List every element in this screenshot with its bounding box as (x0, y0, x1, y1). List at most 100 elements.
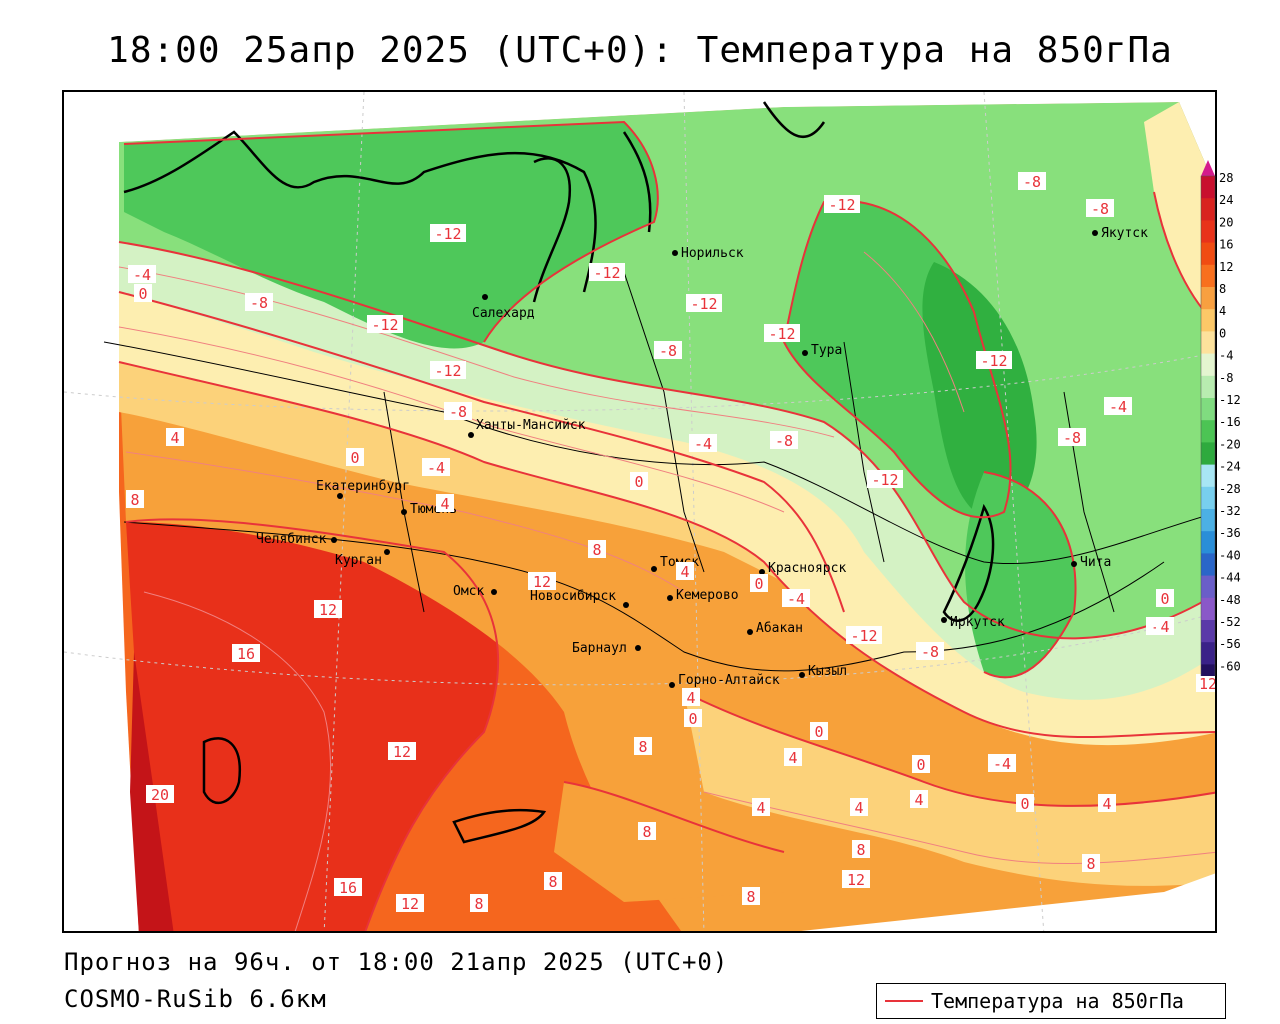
model-info: COSMO-RuSib 6.6км (64, 985, 327, 1013)
svg-text:4: 4 (756, 799, 765, 817)
colorbar-tick-label: -12 (1219, 393, 1241, 407)
isoline-label: 0 (630, 472, 648, 491)
city-chelyabinsk: Челябинск (256, 532, 337, 547)
svg-text:20: 20 (151, 786, 169, 804)
isoline-label: -12 (867, 470, 903, 489)
isoline-label: 0 (750, 574, 768, 593)
colorbar-tick-label: 28 (1219, 171, 1233, 185)
svg-text:Чита: Чита (1080, 555, 1111, 570)
svg-text:-12: -12 (690, 295, 717, 313)
isoline-label: -4 (1104, 397, 1132, 416)
colorbar-tick-label: -32 (1219, 504, 1241, 518)
city-kyzyl: Кызыл (799, 664, 847, 679)
isoline-label: 4 (910, 790, 928, 809)
city-tura: Тура (802, 343, 842, 358)
colorbar-tick-label: 12 (1219, 260, 1233, 274)
city-salekhard: Салехард (472, 294, 535, 321)
svg-text:Омск: Омск (453, 584, 484, 599)
colorbar-tick-label: 4 (1219, 304, 1226, 318)
svg-text:8: 8 (642, 823, 651, 841)
svg-text:8: 8 (638, 738, 647, 756)
svg-text:-4: -4 (694, 435, 712, 453)
isoline-label: -8 (654, 341, 682, 360)
svg-text:8: 8 (746, 888, 755, 906)
svg-text:-12: -12 (980, 352, 1007, 370)
colorbar-tick-label: -16 (1219, 415, 1241, 429)
colorbar-swatch (1201, 464, 1215, 488)
isoline-label: 0 (810, 722, 828, 741)
map-title: 18:00 25апр 2025 (UTC+0): Температура на… (107, 30, 1173, 71)
isoline-label: 8 (126, 490, 144, 509)
svg-text:12: 12 (847, 871, 865, 889)
city-kemerovo: Кемерово (667, 588, 739, 603)
colorbar-swatch (1201, 331, 1215, 355)
isoline-label: 0 (912, 755, 930, 774)
svg-text:-8: -8 (449, 403, 467, 421)
city-kurgan: Курган (335, 549, 390, 568)
svg-text:Горно-Алтайск: Горно-Алтайск (678, 673, 780, 688)
isoline-label: -8 (444, 402, 472, 421)
isoline-label: 0 (1156, 589, 1174, 608)
isoline-label: 8 (544, 872, 562, 891)
isoline-label: 8 (852, 840, 870, 859)
svg-text:Салехард: Салехард (472, 306, 535, 321)
svg-text:-12: -12 (434, 225, 461, 243)
svg-text:4: 4 (914, 791, 923, 809)
isoline-label: 4 (1098, 794, 1116, 813)
svg-text:Кемерово: Кемерово (676, 588, 739, 603)
svg-text:-12: -12 (850, 627, 877, 645)
colorbar-tick-label: -44 (1219, 571, 1241, 585)
isoline-label: -12 (976, 351, 1012, 370)
isoline-label: 16 (334, 878, 362, 897)
svg-text:0: 0 (688, 710, 697, 728)
city-barnaul: Барнаул (572, 641, 641, 656)
city-khanty-mansiysk: Ханты-Мансийск (468, 418, 586, 438)
field-dark-green-east (922, 262, 1037, 522)
colorbar-swatch (1201, 664, 1215, 688)
field-hot (126, 519, 499, 931)
isoline-label: -4 (689, 434, 717, 453)
svg-text:-4: -4 (1109, 398, 1127, 416)
isoline-label: 12 (528, 572, 556, 591)
colorbar-tick-label: 8 (1219, 282, 1226, 296)
colorbar-swatch (1201, 575, 1215, 599)
colorbar-arrow (1201, 160, 1215, 176)
isoline-label: 12 (842, 870, 870, 889)
isoline-label: 8 (742, 887, 760, 906)
isoline-label: 8 (638, 822, 656, 841)
colorbar-tick-label: -28 (1219, 482, 1241, 496)
isoline-label: 8 (1082, 854, 1100, 873)
legend-label: Температура на 850гПа (931, 989, 1184, 1013)
colorbar-swatch (1201, 287, 1215, 310)
svg-text:16: 16 (339, 879, 357, 897)
svg-text:Ханты-Мансийск: Ханты-Мансийск (476, 418, 586, 433)
svg-text:Челябинск: Челябинск (256, 532, 327, 547)
field-pale-yellow-ne (1144, 102, 1214, 322)
colorbar-swatch (1201, 264, 1215, 288)
svg-text:Норильск: Норильск (681, 246, 744, 261)
colorbar-tick-label: 20 (1219, 215, 1233, 229)
svg-text:0: 0 (916, 756, 925, 774)
colorbar-swatch (1201, 242, 1215, 266)
svg-text:12: 12 (533, 573, 551, 591)
isoline-label: 4 (682, 688, 700, 707)
svg-text:-4: -4 (427, 459, 445, 477)
svg-text:-8: -8 (921, 643, 939, 661)
svg-text:4: 4 (686, 689, 695, 707)
city-omsk: Омск (453, 584, 497, 599)
svg-text:4: 4 (680, 563, 689, 581)
colorbar-swatch (1201, 198, 1215, 221)
field-pale-green (119, 242, 1215, 700)
isoline-label: -12 (589, 263, 625, 282)
temperature-field-map: Норильск Якутск Салехард Тура Ханты-Манс… (64, 92, 1215, 931)
isoline-label: 16 (232, 644, 260, 663)
colorbar-tick-label: -48 (1219, 593, 1241, 607)
field-orange-south (554, 782, 784, 902)
svg-text:Абакан: Абакан (756, 621, 803, 636)
svg-text:-12: -12 (871, 471, 898, 489)
svg-text:0: 0 (1160, 590, 1169, 608)
colorbar-tick-label: 24 (1219, 193, 1233, 207)
isoline-label: 0 (684, 709, 702, 728)
svg-text:0: 0 (634, 473, 643, 491)
isoline-label: -8 (1086, 199, 1114, 218)
